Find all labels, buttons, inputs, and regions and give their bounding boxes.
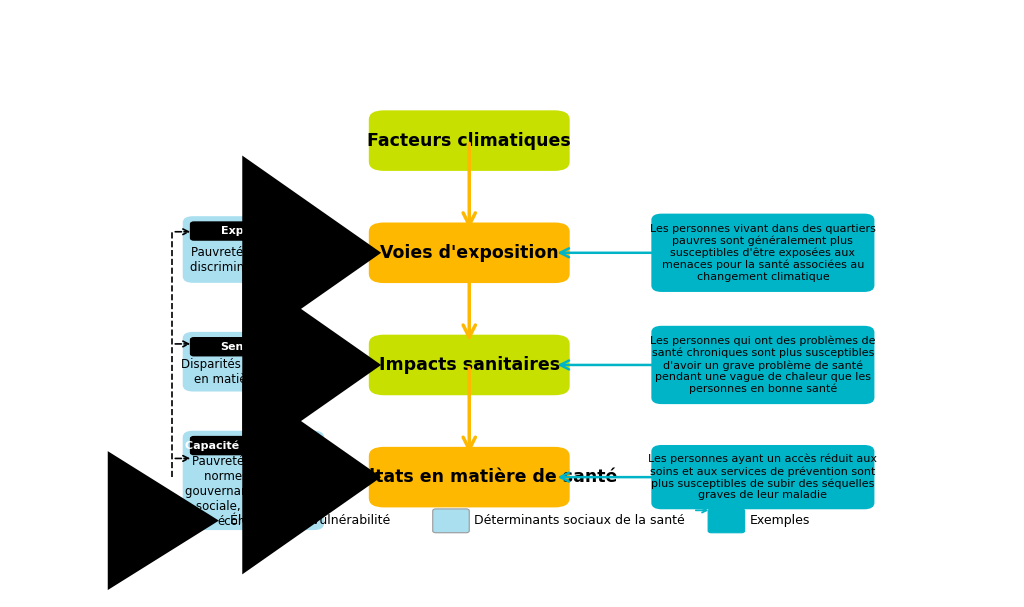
FancyBboxPatch shape (370, 448, 569, 507)
FancyBboxPatch shape (652, 446, 873, 509)
Text: Facteurs climatiques: Facteurs climatiques (368, 132, 571, 149)
Text: Sensibilité: Sensibilité (220, 342, 286, 351)
FancyBboxPatch shape (652, 214, 873, 291)
FancyBboxPatch shape (370, 223, 569, 282)
FancyBboxPatch shape (190, 222, 316, 240)
Text: Capacité d'adaptation: Capacité d'adaptation (184, 440, 322, 451)
FancyBboxPatch shape (190, 338, 316, 356)
Text: Résultats en matière de santé: Résultats en matière de santé (322, 468, 617, 486)
Text: Déterminants sociaux de la santé: Déterminants sociaux de la santé (474, 514, 685, 527)
FancyBboxPatch shape (370, 336, 569, 395)
Text: Les personnes qui ont des problèmes de
santé chroniques sont plus susceptibles
d: Les personnes qui ont des problèmes de s… (650, 336, 876, 395)
FancyBboxPatch shape (433, 509, 469, 533)
Text: Disparités sous-jacentes
en matière de santé: Disparités sous-jacentes en matière de s… (181, 359, 326, 387)
Text: Les personnes ayant un accès réduit aux
soins et aux services de prévention sont: Les personnes ayant un accès réduit aux … (648, 454, 878, 500)
FancyBboxPatch shape (370, 111, 569, 170)
FancyBboxPatch shape (709, 509, 744, 533)
FancyBboxPatch shape (183, 217, 324, 282)
Text: Exposition: Exposition (221, 226, 286, 236)
Text: Les personnes vivant dans des quartiers
pauvres sont généralement plus
susceptib: Les personnes vivant dans des quartiers … (650, 224, 876, 282)
Text: Exemples: Exemples (750, 514, 810, 527)
Text: Éléments de vulnérabilité: Éléments de vulnérabilité (229, 514, 390, 527)
Text: Pauvreté; éducation;
normes sociales;
gouvernance; politique
sociale, sanitaire : Pauvreté; éducation; normes sociales; go… (185, 455, 322, 527)
FancyBboxPatch shape (652, 327, 873, 403)
Text: Voies d'exposition: Voies d'exposition (380, 244, 558, 262)
FancyBboxPatch shape (190, 436, 316, 455)
FancyBboxPatch shape (183, 432, 324, 529)
Text: Impacts sanitaires: Impacts sanitaires (379, 356, 560, 374)
Text: Pauvreté, profession,
discrimination raciale: Pauvreté, profession, discrimination rac… (189, 246, 317, 274)
FancyBboxPatch shape (183, 333, 324, 391)
